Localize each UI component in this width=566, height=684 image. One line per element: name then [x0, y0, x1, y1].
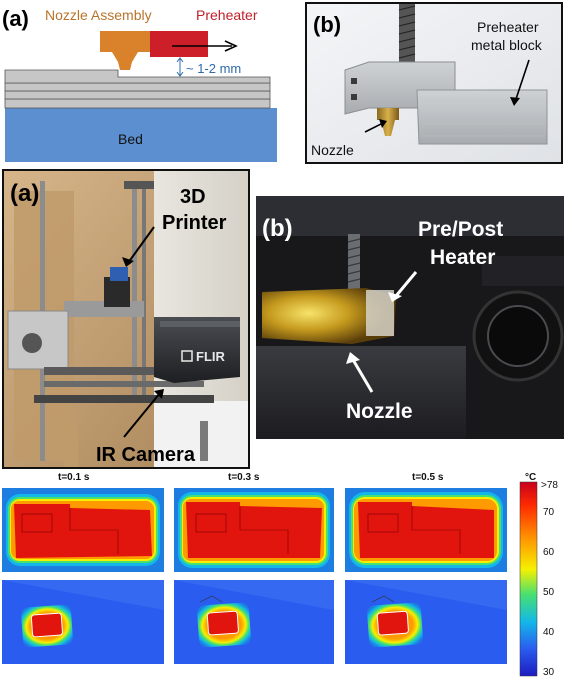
- schematic-panel: (a) Nozzle Assembly Preheater ~ 1-2 mm B…: [0, 0, 290, 165]
- ir-camera-body: [154, 317, 240, 383]
- ir-camera-label: IR Camera: [96, 444, 196, 466]
- block-arrow: [514, 59, 530, 103]
- brass-nozzle: [377, 108, 399, 136]
- camera-arrowhead: [154, 389, 164, 399]
- thermal-top-2: [174, 488, 334, 572]
- heater-arrowhead: [388, 292, 402, 302]
- colorbar-unit: °C: [525, 472, 536, 483]
- bed-block: [5, 108, 277, 162]
- printer-photo: FLIR (a) 3D Printer IR Camera: [4, 171, 248, 467]
- printer-photo-panel: FLIR (a) 3D Printer IR Camera: [2, 169, 250, 469]
- thermal-top-1: [2, 488, 164, 572]
- block-arrowhead: [510, 97, 520, 106]
- thermal-panel: t=0.1 s t=0.3 s t=0.5 s: [0, 470, 566, 679]
- nozzle-arrow-mid: [350, 357, 374, 393]
- time-label-3: t=0.5 s: [412, 472, 444, 483]
- preheater-photo-panel: (b) Preheater metal block Nozzle: [305, 2, 563, 164]
- preheater-photo: (b) Preheater metal block Nozzle: [307, 4, 561, 162]
- bed-label: Bed: [118, 131, 143, 147]
- nozzle-label-mid: Nozzle: [346, 400, 413, 423]
- motion-arrowhead: [224, 40, 238, 52]
- nozzle-assembly-shape: [100, 31, 150, 70]
- colorbar-tick-60: 60: [543, 547, 555, 558]
- thermal-bottom-2: [174, 580, 334, 664]
- colorbar-tick-max: >78: [541, 480, 558, 491]
- bed-rails: [44, 367, 194, 375]
- colorbar-tick-30: 30: [543, 667, 555, 678]
- preheater-block: [150, 31, 208, 57]
- gap-arrow-bottom: [176, 71, 184, 77]
- layer-1: [4, 98, 271, 109]
- panel-label-a-mid: (a): [10, 180, 39, 207]
- colorbar: [519, 481, 538, 677]
- printer-label-line2: Printer: [162, 212, 227, 234]
- thermal-top-3: [345, 488, 507, 572]
- flir-logo: FLIR: [196, 349, 225, 364]
- nozzle-arrowhead-mid: [346, 352, 360, 364]
- panel-label-b-mid: (b): [262, 215, 293, 242]
- printer-arrow: [127, 226, 155, 264]
- thermal-figure: t=0.1 s t=0.3 s t=0.5 s: [2, 472, 558, 678]
- heater-label-line2: Heater: [430, 246, 495, 269]
- colorbar-tick-70: 70: [543, 507, 555, 518]
- extruder-motor: [104, 277, 130, 307]
- time-label-1: t=0.1 s: [58, 472, 90, 483]
- camera-arrow: [123, 392, 161, 438]
- heater-arrow: [394, 271, 418, 297]
- printer-arrowhead: [122, 257, 134, 267]
- preheater-label: Preheater: [196, 7, 258, 23]
- layer-3: [4, 82, 271, 92]
- build-plate: [256, 346, 466, 439]
- thermal-bottom-1: [2, 580, 164, 664]
- top-bar: [124, 181, 154, 189]
- thermal-bottom-3: [345, 580, 507, 664]
- layer-2: [4, 90, 271, 100]
- schematic-diagram: (a) Nozzle Assembly Preheater ~ 1-2 mm B…: [2, 6, 277, 162]
- nozzle-assembly-label: Nozzle Assembly: [45, 7, 152, 23]
- colorbar-tick-50: 50: [543, 587, 555, 598]
- gap-label: ~ 1-2 mm: [186, 61, 241, 76]
- panel-label-b-top: (b): [313, 12, 341, 37]
- block-label-line2: metal block: [471, 37, 543, 53]
- time-label-2: t=0.3 s: [228, 472, 260, 483]
- heater-photo: (b) Pre/Post Heater Nozzle: [256, 196, 564, 439]
- printer-label-line1: 3D: [180, 186, 206, 208]
- gap-arrow-top: [176, 57, 184, 63]
- heater-photo-panel: (b) Pre/Post Heater Nozzle: [256, 196, 564, 439]
- panel-label-a-top: (a): [2, 6, 29, 31]
- threaded-rod: [399, 4, 415, 66]
- nozzle-label-top: Nozzle: [311, 142, 354, 158]
- colorbar-tick-40: 40: [543, 627, 555, 638]
- printer-rod-2: [132, 183, 137, 403]
- block-label-line1: Preheater: [477, 19, 539, 35]
- heater-glow-block: [262, 288, 396, 344]
- heater-label-line1: Pre/Post: [418, 218, 503, 241]
- printer-rod-3: [142, 185, 146, 395]
- extruder-blue: [110, 267, 128, 281]
- deposited-strand: [4, 69, 271, 84]
- nozzle-arrowhead: [379, 119, 387, 128]
